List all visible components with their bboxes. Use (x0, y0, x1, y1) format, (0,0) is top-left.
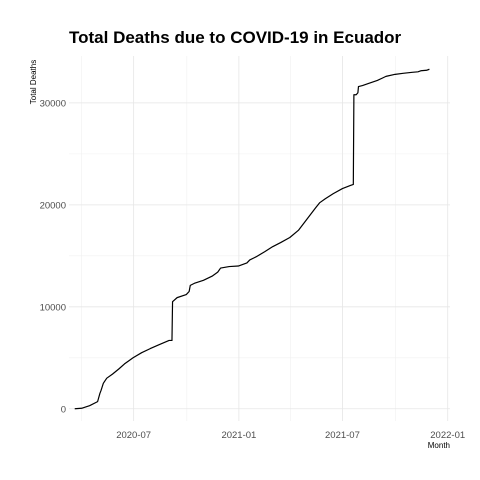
grid (69, 56, 450, 421)
chart-title: Total Deaths due to COVID-19 in Ecuador (69, 28, 402, 47)
x-axis-ticks: 2020-07 2021-01 2021-07 2022-01 (116, 430, 465, 441)
x-tick-label: 2021-07 (325, 430, 360, 441)
y-tick-label: 30000 (40, 98, 66, 109)
y-tick-label: 0 (61, 404, 66, 415)
x-axis-label: Month (428, 441, 450, 450)
x-tick-label: 2021-01 (221, 430, 256, 441)
series-line (74, 68, 430, 410)
y-tick-label: 10000 (40, 302, 66, 313)
y-axis-label: Total Deaths (29, 60, 38, 104)
x-tick-label: 2022-01 (430, 430, 465, 441)
series-layer (74, 68, 430, 410)
y-tick-label: 20000 (40, 200, 66, 211)
y-axis-ticks: 0 10000 20000 30000 (40, 98, 66, 415)
x-tick-label: 2020-07 (116, 430, 151, 441)
